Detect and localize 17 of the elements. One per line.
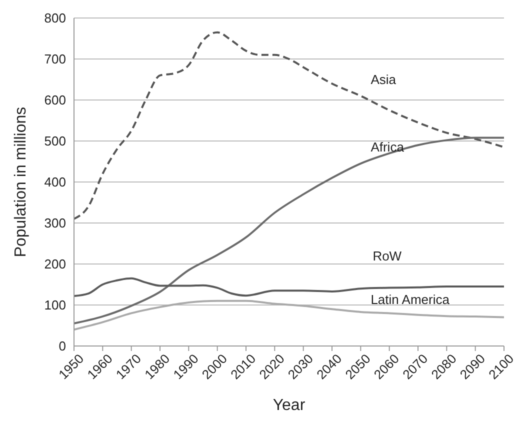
x-axis-title: Year — [272, 397, 306, 414]
y-tick-label: 200 — [44, 256, 66, 272]
y-tick-label: 800 — [44, 10, 66, 26]
series-label: Asia — [370, 72, 397, 87]
y-tick-label: 500 — [44, 134, 66, 149]
y-tick-label: 600 — [44, 92, 66, 108]
series-label: Latin America — [370, 292, 450, 307]
line-series — [74, 136, 504, 324]
y-tick-label: 400 — [44, 174, 66, 190]
y-axis-title: Population in millions — [12, 106, 30, 258]
line-series — [74, 31, 504, 220]
y-tick-label: 0 — [58, 338, 66, 354]
y-tick-label: 300 — [44, 216, 66, 231]
y-tick-label: 700 — [44, 52, 66, 67]
series-label: RoW — [372, 248, 402, 264]
y-tick-label: 100 — [44, 298, 66, 313]
series-label: Africa — [370, 140, 405, 155]
